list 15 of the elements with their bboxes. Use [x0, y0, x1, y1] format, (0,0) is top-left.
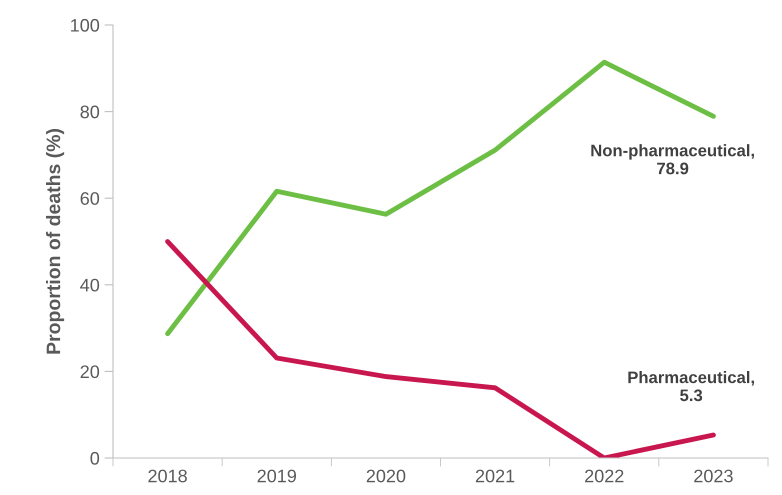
y-tick-label: 40: [80, 278, 100, 292]
x-tick-label: 2023: [694, 470, 733, 482]
annotation: Pharmaceutical, 5.3: [628, 371, 754, 402]
y-axis-title: Proportion of deaths (%): [46, 129, 64, 354]
annotation: Non-pharmaceutical, 78.9: [591, 144, 754, 174]
x-tick-label: 2020: [366, 470, 406, 482]
y-tick-label: 100: [71, 18, 100, 32]
y-tick-label: 0: [90, 452, 100, 465]
x-tick-label: 2022: [585, 470, 624, 482]
x-tick-label: 2021: [476, 470, 514, 482]
y-tick-label: 60: [80, 192, 100, 205]
x-tick-label: 2018: [148, 470, 187, 482]
x-tick-label: 2019: [258, 470, 296, 482]
y-tick-label: 80: [80, 106, 100, 118]
y-tick-label: 20: [80, 365, 100, 378]
